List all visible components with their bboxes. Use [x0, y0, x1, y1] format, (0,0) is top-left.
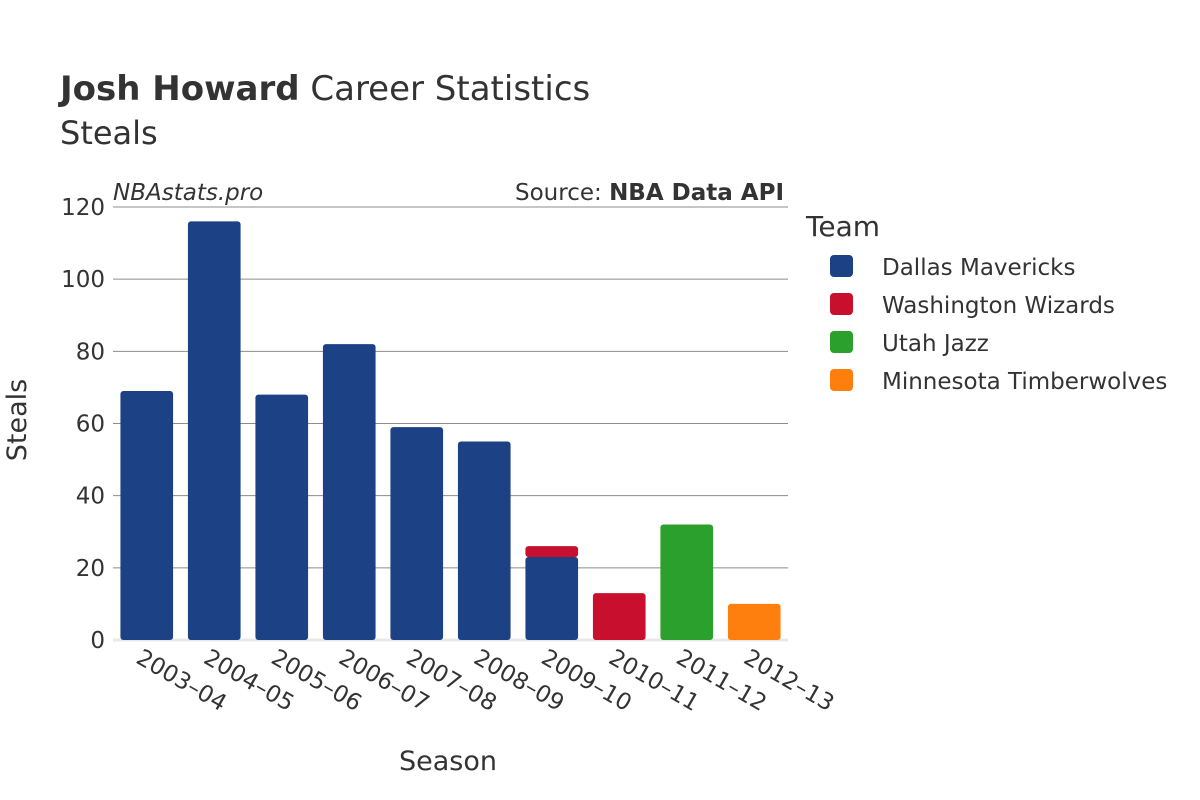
- source-name: NBA Data API: [609, 180, 784, 206]
- chart-subtitle: Steals: [60, 114, 158, 152]
- title-rest: Career Statistics: [300, 69, 591, 109]
- x-axis-ticks: 2003–042004–052005–062006–072007–082008–…: [132, 645, 839, 717]
- y-tick-label: 0: [90, 628, 105, 654]
- y-axis-ticks: 0 20 40 60 80 100 120: [61, 195, 105, 654]
- bar: [187, 221, 241, 640]
- bar: [390, 427, 444, 640]
- legend-swatch: [830, 369, 853, 391]
- legend-swatch: [830, 293, 853, 315]
- bar: [727, 603, 781, 640]
- source-credit: Source: NBA Data API: [515, 180, 784, 206]
- x-axis-title: Season: [399, 746, 497, 777]
- bar: [120, 391, 174, 640]
- source-prefix: Source:: [515, 180, 609, 206]
- bar: [457, 441, 511, 640]
- legend-label: Dallas Mavericks: [882, 255, 1075, 281]
- watermark: NBAstats.pro: [113, 180, 263, 206]
- bar: [592, 593, 646, 640]
- legend: Team Dallas Mavericks Washington Wizards U…: [805, 210, 1167, 395]
- y-tick-label: 120: [61, 195, 105, 221]
- bar: [525, 546, 579, 558]
- y-tick-label: 80: [76, 339, 105, 365]
- y-tick-label: 60: [76, 412, 105, 438]
- bars: [120, 221, 781, 640]
- y-tick-label: 20: [76, 556, 105, 582]
- chart-title: Josh Howard Career Statistics: [58, 69, 590, 109]
- legend-label: Minnesota Timberwolves: [882, 369, 1167, 395]
- legend-title: Team: [805, 210, 880, 243]
- bar: [660, 524, 714, 640]
- y-tick-label: 100: [61, 267, 105, 293]
- legend-swatch: [830, 331, 853, 353]
- y-axis-title: Steals: [2, 379, 33, 461]
- bar: [322, 344, 376, 640]
- bar: [255, 394, 309, 640]
- y-tick-label: 40: [76, 484, 105, 510]
- legend-label: Washington Wizards: [882, 293, 1115, 319]
- legend-swatch: [830, 255, 853, 277]
- legend-label: Utah Jazz: [882, 331, 989, 357]
- title-player-name: Josh Howard: [58, 69, 300, 109]
- bar: [525, 557, 579, 640]
